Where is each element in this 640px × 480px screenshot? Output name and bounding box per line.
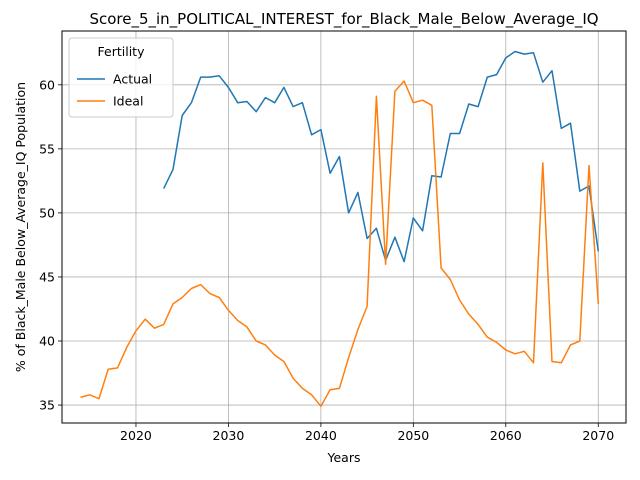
y-axis-label: % of Black_Male Below_Average_IQ Populat…	[13, 82, 28, 372]
x-tick-label: 2060	[490, 428, 522, 443]
legend-label-ideal: Ideal	[113, 94, 143, 109]
plot-frame	[61, 30, 627, 424]
y-tick-label: 35	[39, 398, 55, 413]
y-tick-label: 50	[39, 205, 55, 220]
y-axis-ticks: 35 40 45 50 55 60	[39, 77, 62, 413]
chart-title: Score_5_in_POLITICAL_INTEREST_for_Black_…	[89, 10, 598, 29]
y-tick-label: 45	[39, 269, 55, 284]
legend-box	[68, 37, 174, 118]
series-line-ideal	[80, 80, 600, 408]
series-lines	[80, 50, 600, 408]
legend-title: Fertility	[98, 44, 146, 59]
x-tick-label: 2050	[397, 428, 429, 443]
series-line-actual	[163, 50, 600, 263]
x-tick-label: 2030	[213, 428, 245, 443]
y-tick-label: 55	[39, 141, 55, 156]
x-axis-label: Years	[327, 450, 361, 465]
x-tick-label: 2070	[582, 428, 614, 443]
legend-label-actual: Actual	[113, 72, 152, 87]
y-tick-label: 40	[39, 334, 55, 349]
x-tick-label: 2040	[305, 428, 337, 443]
x-tick-label: 2020	[120, 428, 152, 443]
x-axis-ticks: 2020 2030 2040 2050 2060 2070	[120, 423, 614, 443]
legend: Fertility Actual Ideal	[68, 37, 174, 118]
y-tick-label: 60	[39, 77, 55, 92]
